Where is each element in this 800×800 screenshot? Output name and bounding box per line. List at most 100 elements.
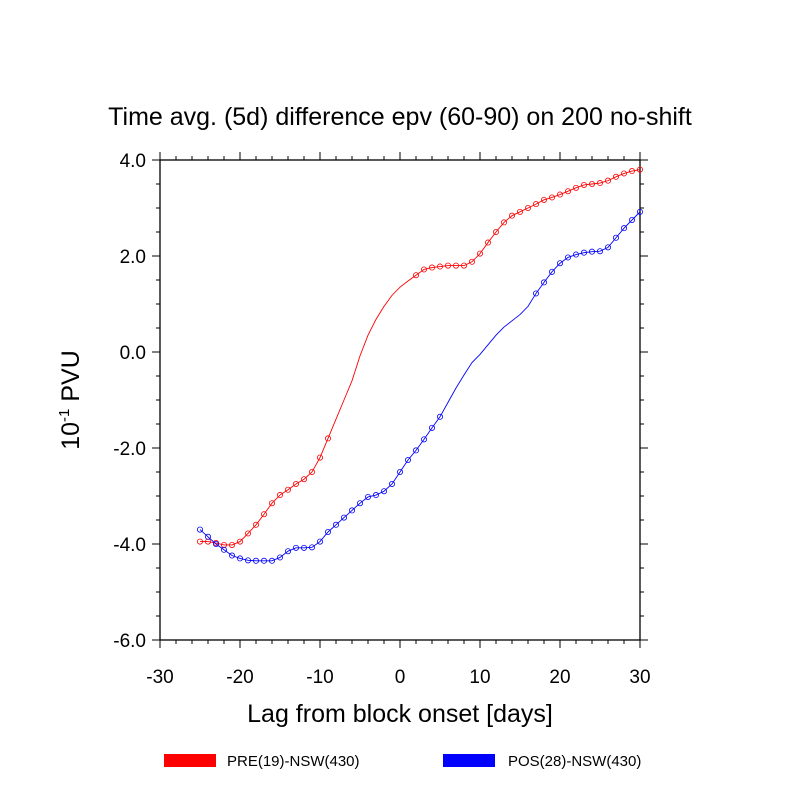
series-marker-0: [525, 204, 532, 211]
series-marker-1: [244, 557, 251, 564]
series-marker-0: [500, 219, 507, 226]
series-marker-0: [436, 263, 443, 270]
series-marker-0: [613, 173, 620, 180]
series-marker-1: [356, 500, 363, 507]
series-marker-1: [364, 493, 371, 500]
y-tick-label: -6.0: [113, 631, 146, 652]
x-axis: -30 -20 -10 0 10 20 30: [146, 152, 651, 688]
series-marker-0: [589, 180, 596, 187]
series-layer: [196, 166, 644, 564]
y-axis-label-base: 10: [57, 422, 85, 450]
series-marker-0: [268, 500, 275, 507]
y-tick-label: -2.0: [113, 439, 146, 460]
series-marker-0: [581, 181, 588, 188]
series-marker-1: [420, 436, 427, 443]
series-marker-1: [613, 234, 620, 241]
series-marker-1: [372, 492, 379, 499]
x-tick-label: 20: [549, 667, 570, 688]
series-marker-0: [533, 201, 540, 208]
series-marker-0: [492, 228, 499, 235]
series-marker-0: [252, 521, 259, 528]
series-marker-0: [420, 266, 427, 273]
series-marker-1: [428, 424, 435, 431]
x-tick-label: -10: [306, 667, 333, 688]
legend-swatch-pre: [164, 754, 216, 767]
series-marker-1: [236, 555, 243, 562]
series-marker-0: [244, 530, 251, 537]
y-tick-label: -4.0: [113, 535, 146, 556]
series-marker-0: [284, 486, 291, 493]
series-marker-1: [268, 557, 275, 564]
series-marker-0: [428, 264, 435, 271]
series-marker-0: [308, 468, 315, 475]
series-marker-0: [476, 250, 483, 257]
series-marker-1: [260, 557, 267, 564]
series-marker-1: [388, 480, 395, 487]
y-axis-label-exponent: -1: [56, 409, 73, 422]
y-axis: -6.0 -4.0 -2.0 0.0 2.0 4.0: [113, 151, 648, 652]
series-marker-1: [629, 216, 636, 223]
series-marker-1: [605, 244, 612, 251]
plot-frame: [159, 159, 641, 641]
plot-area: [159, 159, 641, 641]
series-marker-0: [573, 184, 580, 191]
series-marker-0: [468, 258, 475, 265]
series-marker-1: [380, 488, 387, 495]
x-tick-label: 30: [629, 667, 650, 688]
series-marker-1: [581, 249, 588, 256]
x-tick-label: -20: [226, 667, 253, 688]
series-marker-1: [332, 521, 339, 528]
series-marker-1: [316, 538, 323, 545]
series-marker-0: [460, 262, 467, 269]
series-marker-1: [589, 248, 596, 255]
series-marker-1: [348, 507, 355, 514]
series-marker-1: [196, 526, 203, 533]
series-marker-0: [316, 454, 323, 461]
series-marker-1: [300, 544, 307, 551]
series-marker-0: [484, 239, 491, 246]
series-marker-1: [252, 557, 259, 564]
series-marker-0: [605, 177, 612, 184]
series-marker-0: [549, 194, 556, 201]
series-marker-1: [436, 413, 443, 420]
series-marker-0: [292, 480, 299, 487]
series-marker-0: [565, 188, 572, 195]
series-line-1: [199, 211, 641, 562]
series-marker-0: [276, 492, 283, 499]
series-marker-0: [444, 262, 451, 269]
series-marker-1: [284, 548, 291, 555]
series-marker-1: [541, 279, 548, 286]
x-tick-label: 0: [395, 667, 406, 688]
legend-swatch-pos: [443, 754, 495, 767]
series-marker-1: [404, 456, 411, 463]
series-marker-1: [324, 529, 331, 536]
legend: PRE(19)-NSW(430) POS(28)-NSW(430): [164, 753, 641, 770]
chart-title: Time avg. (5d) difference epv (60-90) on…: [108, 103, 692, 131]
series-marker-1: [308, 544, 315, 551]
series-marker-0: [621, 170, 628, 177]
series-marker-1: [292, 544, 299, 551]
series-marker-0: [220, 541, 227, 548]
series-marker-1: [412, 447, 419, 454]
series-marker-1: [276, 554, 283, 561]
series-marker-0: [517, 208, 524, 215]
legend-label-pos: POS(28)-NSW(430): [508, 753, 641, 770]
y-axis-label-space: [57, 402, 85, 409]
series-marker-1: [212, 541, 219, 548]
y-tick-label: 0.0: [120, 343, 146, 364]
legend-label-pre: PRE(19)-NSW(430): [227, 753, 360, 770]
series-marker-1: [621, 225, 628, 232]
series-line-0: [200, 169, 641, 546]
series-marker-1: [637, 208, 644, 215]
series-marker-0: [597, 180, 604, 187]
series-marker-0: [508, 212, 515, 219]
x-tick-label: -30: [146, 667, 173, 688]
y-tick-label: 2.0: [120, 247, 146, 268]
series-marker-0: [637, 166, 644, 173]
series-marker-1: [204, 533, 211, 540]
series-marker-0: [324, 435, 331, 442]
x-axis-label: Lag from block onset [days]: [247, 700, 553, 728]
series-marker-1: [228, 552, 235, 559]
series-marker-1: [533, 290, 540, 297]
